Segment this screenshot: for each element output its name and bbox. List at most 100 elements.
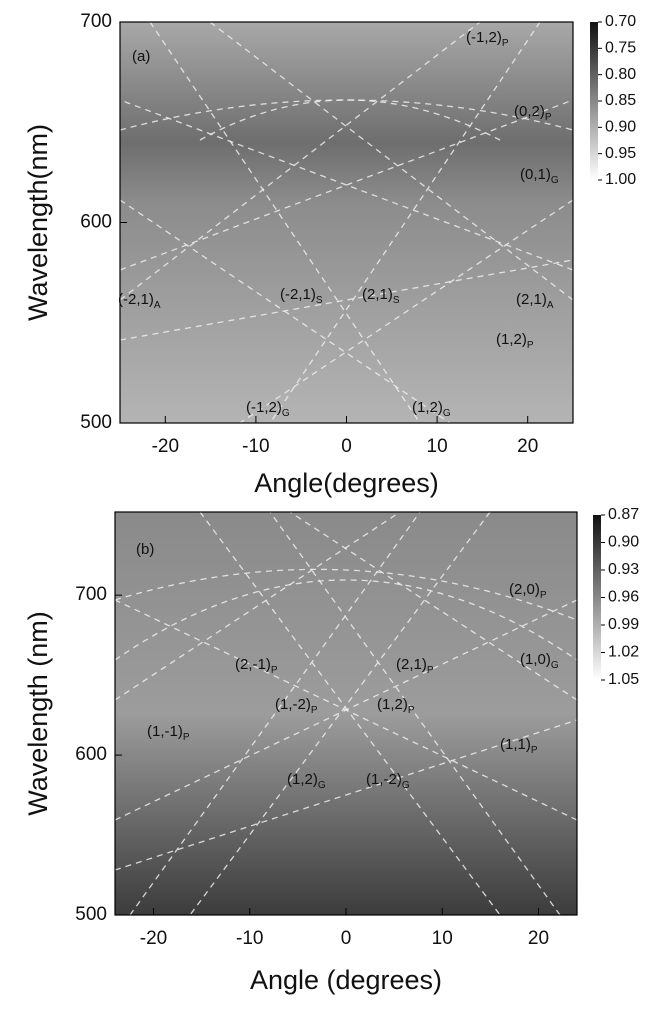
mode-label: (1,2)P: [377, 696, 415, 716]
mode-label: (2,1)S: [362, 286, 400, 306]
mode-label: (2,1)P: [396, 656, 434, 676]
colorbar-tick-label: 0.80: [605, 66, 636, 83]
mode-label: (2,1)A: [516, 291, 554, 311]
mode-label-sub: P: [427, 665, 434, 676]
y-tick-label: 500: [75, 904, 107, 925]
mode-label-sub: P: [527, 340, 534, 351]
mode-label-text: (2,0): [509, 581, 540, 598]
colorbar-tick-label: 0.96: [608, 589, 639, 606]
mode-label-text: (1,2): [287, 771, 318, 788]
mode-label: (1,2)P: [496, 331, 534, 351]
x-axis-title: Angle (degrees): [250, 965, 442, 995]
colorbar-a: [590, 22, 598, 180]
x-axis-title: Angle(degrees): [254, 468, 439, 498]
mode-label-sub: S: [316, 295, 323, 306]
y-tick-label: 700: [75, 584, 107, 605]
mode-label: (-1,2)P: [466, 29, 509, 49]
mode-label: (2,0)P: [509, 581, 547, 601]
mode-label-sub: P: [502, 38, 509, 49]
mode-label: (1,-2)P: [275, 696, 318, 716]
mode-lines-a: [120, 22, 573, 423]
mode-label-text: (-1,2): [246, 399, 282, 416]
mode-label-sub: P: [540, 590, 547, 601]
mode-label-sub: A: [547, 300, 554, 311]
mode-label-sub: G: [282, 408, 290, 419]
colorbar-tick-label: 1.02: [608, 644, 639, 661]
mode-label: (-2,1)S: [280, 286, 323, 306]
colorbar-tick-label: 0.70: [605, 13, 636, 30]
mode-label: (-1,2)G: [246, 399, 290, 419]
mode-label-text: (1,2): [496, 331, 527, 348]
mode-label-text: (2,1): [362, 286, 393, 303]
colorbar-tick-label: 1.05: [608, 671, 639, 688]
colorbar-tick-label: 0.95: [605, 145, 636, 162]
mode-label-text: (0,1): [520, 166, 551, 183]
mode-label: (1,2)G: [412, 399, 451, 419]
heatmap-a: [120, 22, 573, 423]
mode-label-text: (1,-1): [147, 723, 183, 740]
mode-label: (0,1)G: [520, 166, 559, 186]
mode-label: (-2,1)A: [118, 291, 161, 311]
colorbar-tick-label: 0.90: [608, 534, 639, 551]
y-axis-title: Wavelength(nm): [23, 124, 53, 321]
panel-label: (a): [132, 48, 150, 65]
mode-label: (1,-1)P: [147, 723, 190, 743]
panel-label: (b): [136, 541, 154, 558]
y-tick-label: 600: [75, 744, 107, 765]
heatmap-b: [115, 512, 577, 915]
mode-label-text: (1,2): [412, 399, 443, 416]
mode-label-sub: P: [271, 665, 278, 676]
mode-label-sub: G: [318, 780, 326, 791]
colorbar-tick-label: 0.87: [608, 506, 639, 523]
mode-label-sub: P: [531, 745, 538, 756]
mode-label-text: (2,1): [396, 656, 427, 673]
mode-label-sub: G: [402, 780, 410, 791]
mode-label-sub: G: [551, 660, 559, 671]
x-tick-label: 0: [341, 436, 352, 457]
mode-label-text: (1,2): [377, 696, 408, 713]
x-tick-label: 20: [528, 928, 549, 949]
mode-label-text: (2,1): [516, 291, 547, 308]
mode-label-sub: A: [154, 300, 161, 311]
mode-label-text: (1,0): [520, 651, 551, 668]
mode-label-text: (0,2): [514, 103, 545, 120]
mode-label-text: (1,-2): [275, 696, 311, 713]
mode-lines-b: [115, 512, 577, 915]
colorbar-tick-label: 0.93: [608, 561, 639, 578]
y-tick-label: 500: [80, 412, 112, 433]
colorbar-tick-label: 0.99: [608, 616, 639, 633]
x-tick-label: -10: [242, 436, 269, 457]
mode-label-text: (-1,2): [466, 29, 502, 46]
y-tick-label: 700: [80, 11, 112, 32]
x-tick-label: -20: [152, 436, 179, 457]
x-tick-label: -10: [236, 928, 263, 949]
mode-label-text: (-2,1): [280, 286, 316, 303]
mode-label-sub: G: [551, 175, 559, 186]
mode-label-text: (1,-2): [366, 771, 402, 788]
mode-label-sub: P: [408, 705, 415, 716]
mode-label-sub: G: [443, 408, 451, 419]
mode-label-text: (1,1): [500, 736, 531, 753]
x-tick-label: 10: [427, 436, 448, 457]
mode-label: (1,2)G: [287, 771, 326, 791]
mode-label: (1,0)G: [520, 651, 559, 671]
mode-label: (0,2)P: [514, 103, 552, 123]
colorbar-tick-label: 0.85: [605, 92, 636, 109]
mode-label-text: (-2,1): [118, 291, 154, 308]
y-tick-label: 600: [80, 212, 112, 233]
mode-label-sub: P: [311, 705, 318, 716]
mode-label: (1,1)P: [500, 736, 538, 756]
mode-label: (1,-2)G: [366, 771, 410, 791]
mode-label: (2,-1)P: [235, 656, 278, 676]
x-tick-label: -20: [140, 928, 167, 949]
mode-label-sub: P: [183, 732, 190, 743]
mode-label-text: (2,-1): [235, 656, 271, 673]
y-axis-title: Wavelength (nm): [23, 611, 53, 816]
colorbar-tick-label: 0.75: [605, 40, 636, 57]
mode-label-sub: S: [393, 295, 400, 306]
mode-label-sub: P: [545, 112, 552, 123]
x-tick-label: 10: [432, 928, 453, 949]
x-tick-label: 20: [517, 436, 538, 457]
x-tick-label: 0: [341, 928, 352, 949]
